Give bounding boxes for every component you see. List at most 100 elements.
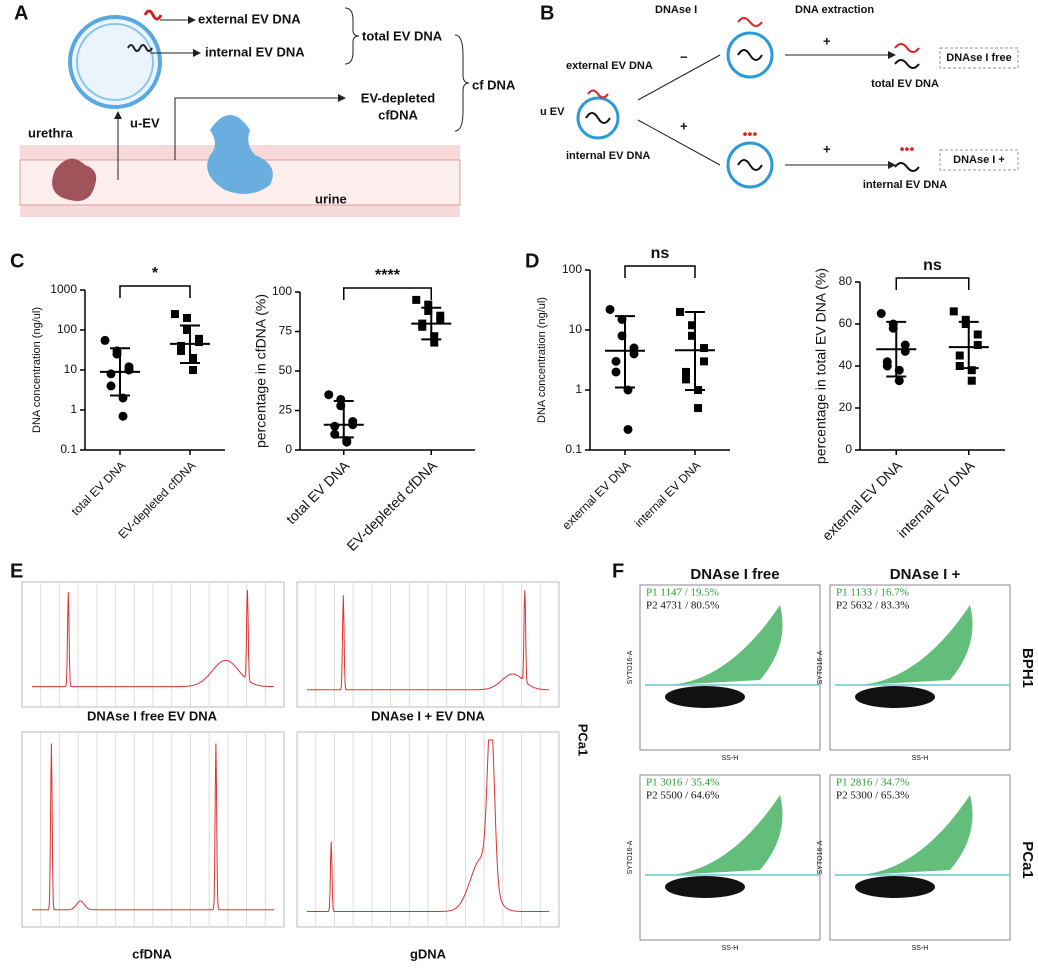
p1-cloud	[860, 605, 973, 685]
p2-cloud	[665, 876, 745, 898]
label: urethra	[28, 125, 74, 140]
tag: DNAse I free	[946, 52, 1011, 64]
point	[342, 437, 352, 447]
row-label: BPH1	[1019, 648, 1036, 688]
significance: *	[152, 265, 159, 282]
ev	[68, 15, 162, 109]
significance-bracket	[119, 285, 191, 298]
point	[124, 365, 134, 375]
x-tick-label: total EV DNA	[283, 457, 353, 527]
point	[183, 326, 191, 334]
label: u-EV	[130, 115, 160, 130]
p2-cloud	[855, 686, 935, 708]
dna	[127, 44, 153, 52]
gate-label: P2 5632 / 83.3%	[836, 600, 909, 612]
point	[967, 376, 976, 385]
significance: ****	[375, 267, 401, 284]
x-tick-label: total EV DNA	[68, 458, 128, 518]
point	[973, 330, 982, 339]
point	[611, 356, 621, 366]
point	[682, 375, 690, 384]
significance: ns	[923, 257, 942, 274]
panel-label: E	[10, 560, 23, 582]
point	[330, 421, 340, 431]
point	[876, 309, 886, 318]
label: total EV DNA	[871, 78, 939, 90]
point	[949, 307, 958, 316]
arrow	[637, 119, 721, 166]
point	[688, 331, 696, 340]
label: total EV DNA	[362, 28, 443, 43]
fragments: •••	[900, 141, 915, 157]
significance-bracket	[624, 265, 696, 278]
label: external EV DNA	[198, 11, 301, 26]
y-tick-label: 25	[279, 403, 293, 417]
fragments: •••	[743, 126, 758, 142]
label: internal EV DNA	[205, 44, 305, 59]
axis-label: SS-H	[722, 945, 739, 952]
point	[100, 335, 110, 345]
label: internal EV DNA	[863, 179, 947, 191]
y-tick-label: 1	[575, 382, 582, 396]
point	[688, 321, 696, 330]
y-tick-label: 10	[569, 322, 583, 336]
point	[961, 320, 970, 328]
axis-label: SYTO16-A	[817, 840, 824, 874]
y-tick-label: 50	[279, 363, 293, 377]
point	[700, 344, 708, 353]
ev	[576, 96, 620, 140]
point	[611, 367, 621, 377]
label: EV-depleted	[361, 90, 435, 105]
ev	[726, 141, 774, 189]
label: cfDNA	[378, 107, 418, 122]
point	[118, 411, 128, 421]
p2-cloud	[665, 686, 745, 708]
point	[961, 315, 970, 324]
diagram-b: DNAse I DNA extraction u EV external EV …	[540, 4, 1019, 191]
axis-label: SS-H	[912, 945, 929, 952]
dna	[894, 162, 920, 172]
y-tick-label: 0.1	[565, 442, 582, 456]
label: DNAse I	[655, 4, 697, 16]
panel-label: A	[14, 2, 28, 24]
row-label: PCa1	[576, 724, 591, 757]
y-tick-label: 100	[562, 262, 582, 276]
panel-label: D	[525, 250, 539, 272]
x-tick-label: external EV DNA	[819, 457, 906, 544]
point	[682, 367, 690, 376]
point	[900, 340, 910, 350]
point	[430, 338, 439, 347]
brace	[454, 34, 470, 132]
point	[171, 310, 179, 319]
point	[189, 353, 197, 362]
panel-label: C	[10, 250, 24, 272]
point	[882, 361, 892, 371]
gate-label: P1 1147 / 19.5%	[646, 587, 719, 599]
x-tick-label: internal EV DNA	[632, 458, 704, 530]
y-tick-label: 1000	[50, 282, 77, 296]
point	[424, 300, 433, 309]
significance: ns	[651, 245, 670, 262]
label: urine	[315, 191, 347, 206]
ev	[726, 31, 774, 79]
y-tick-label: 0	[285, 442, 292, 456]
trace-title: DNAse I + EV DNA	[371, 708, 485, 723]
gate-label: P2 4731 / 80.5%	[646, 600, 719, 612]
panel-label: B	[540, 2, 554, 24]
point	[177, 346, 185, 355]
y-tick-label: 100	[57, 322, 77, 336]
point	[189, 366, 197, 374]
point	[412, 295, 421, 304]
diagram-a: external EV DNA internal EV DNA total EV…	[19, 7, 516, 217]
point	[106, 381, 116, 391]
label: cf DNA	[472, 77, 516, 92]
row-label: PCa1	[1019, 841, 1036, 879]
y-axis-label: percentage in cfDNA (%)	[253, 294, 269, 448]
point	[430, 332, 439, 341]
y-tick-label: 75	[279, 324, 293, 338]
trace	[307, 589, 549, 691]
significance-bracket	[343, 287, 432, 300]
brace	[344, 7, 360, 65]
sign: +	[823, 33, 831, 48]
dna	[894, 59, 920, 69]
